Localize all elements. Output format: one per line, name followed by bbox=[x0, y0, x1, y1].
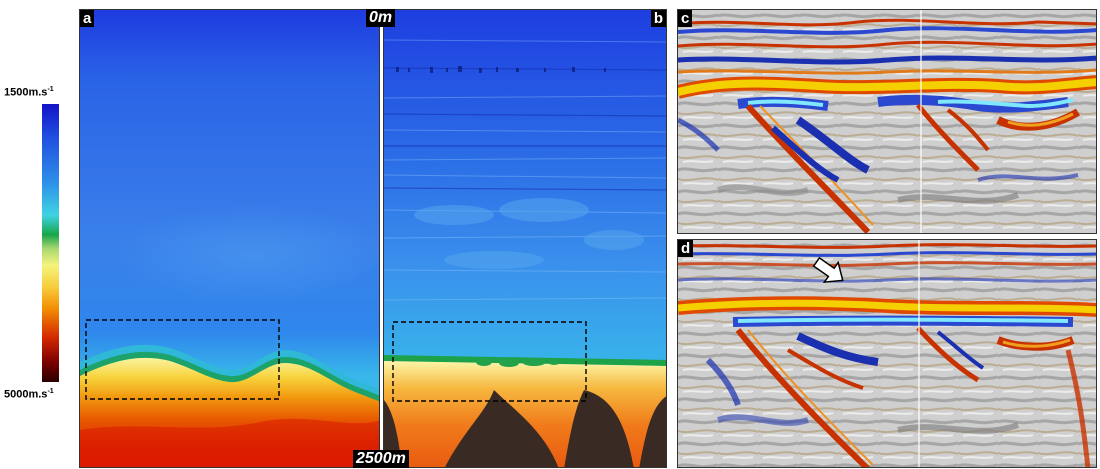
colorbar-bottom-exponent: -1 bbox=[47, 388, 54, 395]
colorbar-top-exponent: -1 bbox=[47, 86, 54, 93]
panel-b-highlight-box bbox=[392, 321, 587, 402]
panel-a-initial-velocity-model: a bbox=[79, 9, 380, 468]
panel-a-highlight-box bbox=[85, 319, 280, 400]
colorbar-top-text: 1500m.s bbox=[4, 86, 48, 99]
arrow-icon bbox=[812, 256, 844, 284]
panel-a-label: a bbox=[80, 10, 95, 27]
panel-b-inverted-velocity-model: b bbox=[383, 9, 667, 468]
colorbar-gradient bbox=[42, 104, 59, 382]
colorbar-bottom-text: 5000m.s bbox=[4, 388, 48, 401]
panel-b-image bbox=[384, 10, 666, 467]
panel-d-image bbox=[678, 240, 1096, 467]
panel-a-image bbox=[80, 10, 379, 467]
panel-d-seismic-image: d bbox=[677, 239, 1097, 468]
panel-c-image bbox=[678, 10, 1096, 233]
panel-c-seismic-image: c bbox=[677, 9, 1097, 234]
panel-b-label: b bbox=[650, 10, 666, 27]
panel-d-label: d bbox=[678, 240, 694, 257]
colorbar-bottom-label: 5000m.s-1 bbox=[4, 388, 54, 401]
depth-top-label: 0m bbox=[366, 9, 396, 27]
panel-c-label: c bbox=[678, 10, 693, 27]
colorbar-top-label: 1500m.s-1 bbox=[4, 86, 54, 99]
depth-bottom-label: 2500m bbox=[353, 450, 409, 468]
